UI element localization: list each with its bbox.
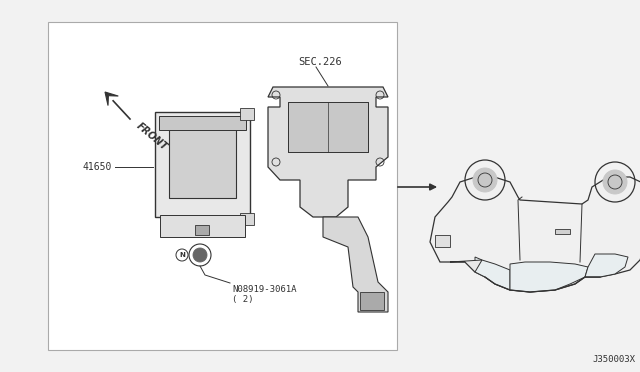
Text: N08919-3061A
( 2): N08919-3061A ( 2) bbox=[232, 285, 296, 304]
Polygon shape bbox=[430, 174, 640, 292]
Bar bbox=[288, 102, 368, 152]
Polygon shape bbox=[268, 87, 388, 217]
Bar bbox=[155, 112, 250, 217]
Text: FRONT: FRONT bbox=[135, 121, 170, 153]
Polygon shape bbox=[323, 217, 388, 312]
Circle shape bbox=[473, 168, 497, 192]
Circle shape bbox=[193, 248, 207, 262]
Text: SEC.226: SEC.226 bbox=[298, 57, 342, 67]
Polygon shape bbox=[450, 260, 482, 272]
Polygon shape bbox=[475, 257, 510, 290]
Polygon shape bbox=[585, 254, 628, 277]
Bar bbox=[555, 229, 570, 234]
Bar bbox=[160, 215, 245, 237]
Bar bbox=[195, 225, 209, 235]
Bar bbox=[48, 22, 397, 350]
Text: J350003X: J350003X bbox=[592, 355, 635, 364]
Polygon shape bbox=[105, 92, 118, 106]
Bar bbox=[360, 292, 384, 310]
Polygon shape bbox=[510, 262, 588, 292]
Bar bbox=[435, 235, 450, 247]
Text: N: N bbox=[179, 252, 185, 258]
Circle shape bbox=[603, 170, 627, 194]
Bar bbox=[169, 126, 236, 198]
Bar bbox=[159, 116, 246, 130]
Text: 41650: 41650 bbox=[83, 162, 112, 172]
Bar bbox=[240, 213, 254, 225]
Bar bbox=[240, 108, 254, 120]
